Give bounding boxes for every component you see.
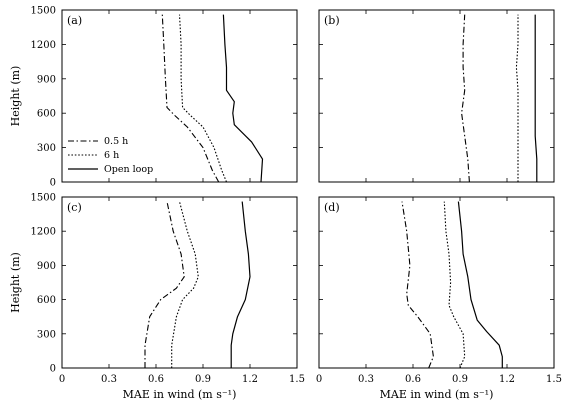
panel-a-ytick-label: 1500 <box>31 6 56 17</box>
panel-c-xtick-label: 1.2 <box>242 374 258 385</box>
panel-c-ytick-label: 300 <box>37 329 56 340</box>
panel-d-xlabel: MAE in wind (m s⁻¹) <box>380 388 494 401</box>
panel-c-ylabel: Height (m) <box>9 252 22 313</box>
panel-c-ytick-label: 0 <box>50 364 56 375</box>
panel-c-ytick-label: 1500 <box>31 193 56 204</box>
panel-c: 0 0.3 0.6 0.9 1.2 1.5 0 300 600 900 1200 1500 (c) Hei… <box>9 193 305 402</box>
panel-a-series-0-5-h <box>161 14 220 183</box>
panel-d-xtick-label: 0 <box>316 374 322 385</box>
panel-a-ytick-label: 0 <box>50 178 56 189</box>
panel-a-ytick-label: 300 <box>37 143 56 154</box>
panel-c-ytick-label: 1200 <box>31 227 56 238</box>
panel-a-ytick-label: 600 <box>37 109 56 120</box>
panel-d-label: (d) <box>324 201 340 214</box>
panel-a-label: (a) <box>67 14 82 27</box>
panel-b-series-6-h <box>515 14 519 182</box>
legend-entry-label: 6 h <box>104 150 119 161</box>
panel-c-xtick-label: 0.9 <box>195 374 211 385</box>
panel-c-xtick-label: 0.6 <box>148 374 164 385</box>
panel-c-series-0-5-h <box>144 201 185 368</box>
panel-c-xtick-label: 0.3 <box>101 374 117 385</box>
panel-d-frame <box>318 196 555 369</box>
panel-a-frame <box>61 9 298 183</box>
panel-b-series-0-5-h <box>461 14 470 183</box>
panel-a-series-open-loop <box>222 14 264 183</box>
panel-d-xtick-label: 1.5 <box>546 374 562 385</box>
panel-c-ytick-label: 900 <box>37 261 56 272</box>
panel-d-xtick-label: 0.6 <box>405 374 421 385</box>
panel-c-series-6-h <box>171 201 199 368</box>
panel-b-frame <box>318 9 555 183</box>
legend-entry-label: 0.5 h <box>104 136 128 147</box>
panel-a-ytick-label: 900 <box>37 74 56 85</box>
panel-d-xtick-label: 0.3 <box>358 374 374 385</box>
panel-c-label: (c) <box>67 201 82 214</box>
panel-b: (b) <box>318 9 555 183</box>
legend: 0.5 h 6 h Open loop <box>68 136 153 175</box>
panel-a-ylabel: Height (m) <box>9 66 22 127</box>
panel-a-series-6-h <box>178 14 228 183</box>
panel-c-xlabel: MAE in wind (m s⁻¹) <box>123 388 237 401</box>
panel-d: 0 0.3 0.6 0.9 1.2 1.5 (d) MAE in wind (m s⁻¹) <box>316 196 562 401</box>
legend-entry-label: Open loop <box>104 164 153 175</box>
panel-d-series-0-5-h <box>401 201 434 369</box>
panel-c-xtick-label: 0 <box>59 374 65 385</box>
panel-d-series-6-h <box>443 201 466 369</box>
panel-d-xtick-label: 1.2 <box>499 374 515 385</box>
panel-c-series-open-loop <box>230 201 251 368</box>
panel-d-xtick-label: 0.9 <box>452 374 468 385</box>
panel-b-series-open-loop <box>534 14 538 182</box>
panel-a-ytick-label: 1200 <box>31 40 56 51</box>
panel-c-frame <box>61 196 298 369</box>
panel-d-series-open-loop <box>457 201 503 368</box>
panel-c-xtick-label: 1.5 <box>289 374 305 385</box>
panel-b-label: (b) <box>324 14 340 27</box>
panel-c-ytick-label: 600 <box>37 295 56 306</box>
panel-a: 0 300 600 900 1200 1500 (a) Height (m) <box>9 6 298 189</box>
